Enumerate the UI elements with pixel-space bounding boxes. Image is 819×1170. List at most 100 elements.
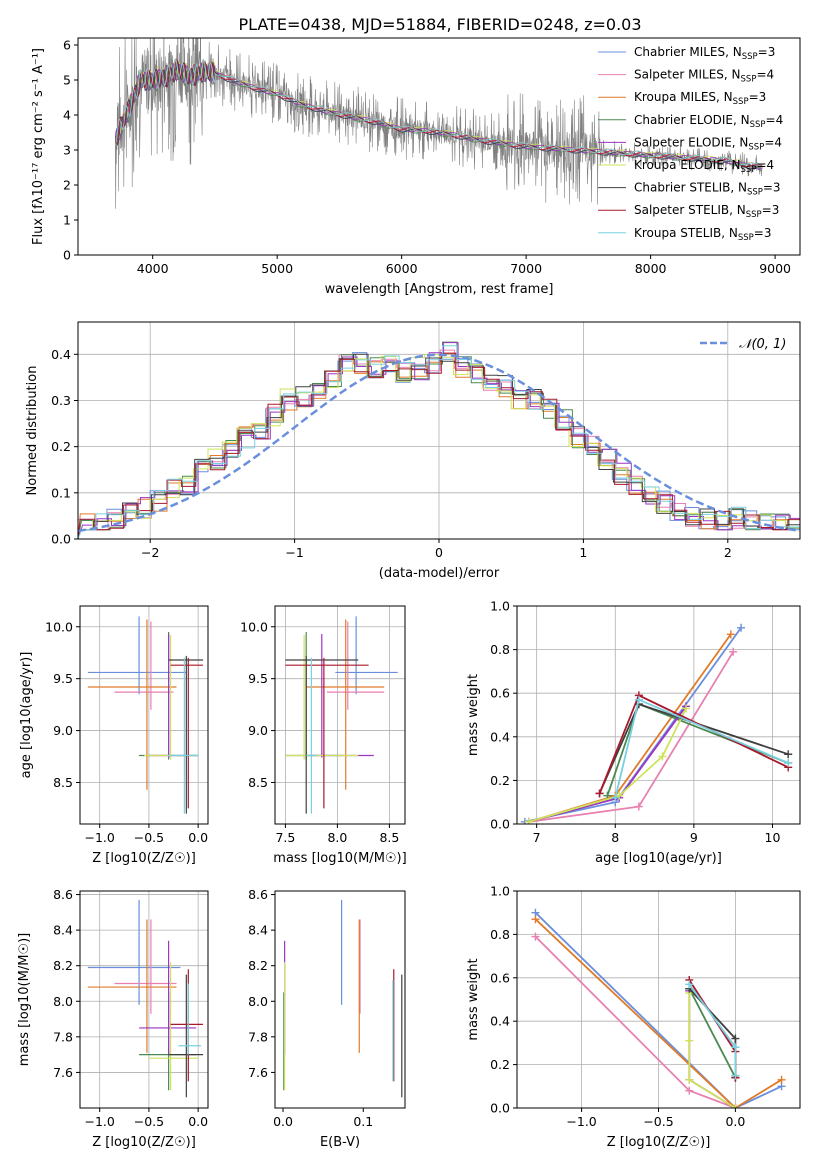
panel-mass-vs-Z: −1.0 −0.5 0.0 7.6 7.8 8.0 8.2 8.4 8.6 Z [log10(Z/… [17, 887, 209, 1150]
legend-subscript: SSP [750, 120, 766, 130]
panel-weight-vs-Z: −1.0 −0.5 0.0 0.0 0.2 0.4 0.6 0.8 1.0 Z [log10(Z/… [466, 884, 801, 1150]
y-tick-label: 0.0 [490, 817, 510, 832]
x-tick-label: 5000 [261, 261, 293, 276]
x-tick-label: 6000 [386, 261, 418, 276]
y-tick-label: 2 [63, 178, 71, 193]
observed-spectrum [115, 38, 763, 209]
weight-marker [737, 623, 746, 632]
legend-subscript: SSP [741, 165, 757, 175]
weight-marker [524, 817, 533, 824]
y-axis-label: Normed distribution [25, 366, 40, 496]
y-tick-label: 0.8 [490, 642, 510, 657]
x-tick-label: 0.0 [725, 1114, 745, 1129]
panel-weight-vs-age: 7 8 9 10 0.0 0.2 0.4 0.6 0.8 1.0 age [log10(age/yr… [466, 599, 801, 866]
weight-marker [731, 1043, 740, 1052]
x-tick-label: 2 [724, 545, 732, 560]
y-tick-label: 1.0 [490, 599, 510, 614]
x-tick-label: −0.5 [134, 1114, 164, 1129]
weight-marker [726, 630, 735, 639]
x-tick-label: 8.0 [327, 830, 347, 845]
axes-frame [274, 890, 406, 1109]
x-tick-label: 1 [579, 545, 587, 560]
weight-marker [731, 1034, 740, 1043]
y-tick-label: 7.8 [53, 1029, 73, 1044]
x-tick-label: 9000 [759, 261, 791, 276]
x-tick-label: 8 [611, 830, 619, 845]
weight-line [534, 918, 782, 1108]
x-tick-label: −2 [141, 545, 159, 560]
y-tick-label: 10.0 [240, 619, 268, 634]
x-tick-label: 0.0 [188, 1114, 208, 1129]
weight-marker [777, 1075, 786, 1084]
y-tick-label: 7.8 [248, 1029, 268, 1044]
plot-area-residuals [78, 341, 800, 539]
weight-marker [731, 1104, 740, 1108]
y-tick-label: 8.5 [53, 775, 73, 790]
weight-marker [729, 647, 738, 656]
x-tick-label: 0 [435, 545, 443, 560]
x-tick-label: 0.1 [353, 1114, 373, 1129]
y-tick-label: 8.5 [248, 775, 268, 790]
legend-subscript: SSP [747, 188, 763, 198]
y-tick-label: 8.0 [248, 994, 268, 1009]
y-tick-label: 0.6 [490, 686, 510, 701]
legend-nssp: =3 [749, 90, 767, 104]
x-tick-label: −1.0 [85, 830, 115, 845]
legend-subscript: SSP [738, 233, 754, 243]
y-tick-label: 8.4 [248, 923, 268, 938]
axes-frame [516, 605, 801, 825]
y-axis-label: mass weight [466, 674, 481, 756]
y-tick-label: 8.4 [53, 923, 73, 938]
y-tick-label: 6 [63, 38, 71, 53]
y-tick-label: 8.0 [53, 994, 73, 1009]
model-spectrum [114, 58, 763, 168]
y-tick-label: 5 [63, 73, 71, 88]
legend-label: Kroupa ELODIE, NSSP=4 [634, 158, 774, 175]
panel-mass-vs-ebv: 0.0 0.1 7.6 7.8 8.0 8.2 8.4 8.6 E(B-V) [248, 887, 406, 1150]
panel-spectrum: 4000 5000 6000 7000 8000 9000 0 1 2 3 4 5 6 wavelengt… [31, 37, 801, 297]
weight-line [534, 935, 736, 1108]
weight-marker [658, 752, 667, 761]
plot-area-spectrum [114, 38, 763, 209]
weight-marker [531, 915, 540, 924]
y-tick-label: 0.2 [490, 773, 510, 788]
legend-label: Salpeter MILES, NSSP=4 [634, 68, 774, 85]
panel-age-vs-Z: −1.0 −0.5 0.0 8.5 9.0 9.5 10.0 Z [log10(Z/Z☉)] a… [19, 605, 209, 866]
x-tick-label: 8.5 [379, 830, 399, 845]
y-tick-label: 0.4 [51, 347, 71, 362]
legend-label: Salpeter ELODIE, NSSP=4 [634, 135, 782, 152]
plot-area-mass-vs-ebv [283, 899, 403, 1098]
axes-frame [77, 37, 801, 256]
y-tick-label: 8.6 [53, 887, 73, 902]
weight-marker [731, 1071, 740, 1080]
legend-label: Salpeter STELIB, NSSP=3 [634, 203, 779, 220]
x-axis-label: Z [log10(Z/Z☉)] [92, 851, 196, 866]
y-tick-label: 0.3 [51, 393, 71, 408]
model-spectrum [114, 62, 763, 170]
y-tick-label: 0.0 [51, 532, 71, 547]
y-tick-label: 0.4 [490, 1014, 510, 1029]
x-tick-label: 10 [765, 830, 781, 845]
x-axis-label: Z [log10(Z/Z☉)] [607, 1135, 711, 1150]
x-tick-label: −1.0 [85, 1114, 115, 1129]
plot-area-weight-vs-age [520, 623, 793, 824]
weight-line [534, 912, 782, 1108]
x-axis-label: wavelength [Angstrom, rest frame] [325, 282, 554, 297]
legend-nssp: =3 [754, 226, 772, 240]
y-tick-label: 0.4 [490, 729, 510, 744]
legend-subscript: SSP [733, 97, 749, 107]
x-axis-label: mass [log10(M/M☉)] [273, 851, 406, 866]
x-tick-label: 7 [533, 830, 541, 845]
y-tick-label: 7.6 [248, 1065, 268, 1080]
y-tick-label: 8.2 [248, 958, 268, 973]
legend-spectrum: Chabrier MILES, NSSP=3 Salpeter MILES, NS… [598, 45, 783, 243]
x-tick-label: −1.0 [566, 1114, 596, 1129]
y-tick-label: 1 [63, 213, 71, 228]
legend-label: Chabrier STELIB, NSSP=3 [634, 181, 781, 198]
plot-area-mass-vs-Z [87, 899, 204, 1098]
legend-label: Kroupa MILES, NSSP=3 [634, 90, 766, 107]
histogram-series [78, 345, 800, 539]
legend-nssp: =3 [763, 181, 781, 195]
legend-subscript: SSP [746, 210, 762, 220]
